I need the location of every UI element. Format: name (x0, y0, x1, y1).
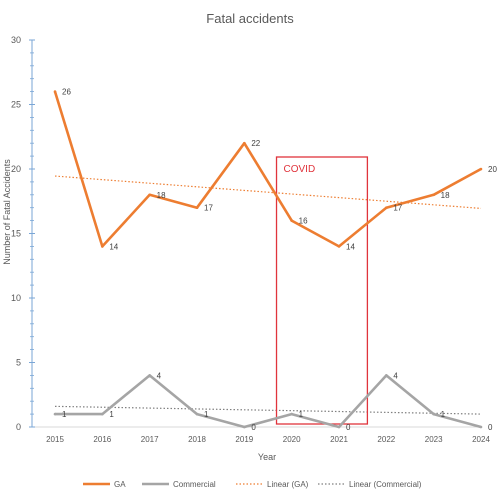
y-axis-label: Number of Fatal Accidents (2, 159, 12, 265)
data-label-commercial: 1 (109, 410, 114, 419)
data-label-ga: 18 (441, 191, 450, 200)
data-point-ga (148, 193, 151, 197)
y-tick-label: 0 (16, 422, 21, 432)
data-point-ga (101, 245, 104, 248)
data-label-commercial: 1 (62, 410, 67, 419)
data-label-ga: 26 (62, 88, 71, 97)
data-point-commercial (432, 412, 435, 416)
legend-label: Linear (GA) (267, 480, 309, 489)
data-label-commercial: 1 (299, 410, 304, 419)
data-point-ga (385, 206, 388, 209)
data-point-ga (195, 206, 199, 209)
data-label-ga: 14 (109, 242, 118, 251)
data-label-commercial: 4 (393, 371, 398, 380)
data-point-ga (290, 219, 293, 222)
x-tick-label: 2017 (141, 435, 159, 444)
data-label-commercial: 4 (157, 371, 162, 380)
data-label-ga: 18 (157, 191, 166, 200)
x-tick-label: 2021 (330, 435, 348, 444)
y-tick-label: 10 (11, 293, 21, 303)
data-label-commercial: 0 (251, 423, 256, 432)
series-line-ga (53, 91, 482, 248)
x-tick-label: 2016 (93, 435, 111, 444)
data-point-commercial (101, 412, 104, 416)
series-line-commercial (55, 374, 482, 429)
trendline-commercial (54, 405, 482, 415)
data-point-commercial (385, 374, 388, 377)
data-label-ga: 17 (393, 204, 402, 213)
data-label-commercial: 0 (488, 423, 493, 432)
data-point-commercial (290, 412, 293, 416)
data-point-ga (53, 90, 57, 93)
x-tick-label: 2018 (188, 435, 206, 444)
data-label-ga: 22 (251, 139, 260, 148)
data-label-ga: 20 (488, 165, 497, 174)
chart-title: Fatal accidents (206, 11, 294, 26)
data-point-commercial (479, 425, 483, 429)
x-tick-label: 2019 (235, 435, 253, 444)
legend-label: Commercial (173, 480, 216, 489)
data-point-commercial (195, 412, 199, 416)
y-tick-label: 30 (11, 35, 21, 45)
covid-annotation-label: COVID (284, 164, 316, 175)
data-label-ga: 14 (346, 242, 355, 251)
data-point-commercial (53, 412, 57, 416)
trendline-ga (54, 175, 482, 210)
data-label-ga: 16 (299, 217, 308, 226)
x-tick-label: 2023 (425, 435, 443, 444)
data-point-commercial (243, 425, 246, 429)
x-tick-label: 2024 (472, 435, 490, 444)
data-label-commercial: 1 (441, 410, 446, 419)
data-point-ga (243, 141, 246, 145)
data-point-commercial (337, 425, 341, 429)
legend-label: Linear (Commercial) (349, 480, 422, 489)
x-tick-label: 2022 (377, 435, 395, 444)
x-tick-label: 2015 (46, 435, 64, 444)
x-tick-label: 2020 (283, 435, 301, 444)
y-tick-label: 5 (16, 358, 21, 368)
data-label-ga: 17 (204, 204, 213, 213)
data-point-ga (479, 167, 483, 171)
data-point-ga (432, 193, 435, 197)
data-label-commercial: 0 (346, 423, 351, 432)
legend-label: GA (114, 480, 126, 489)
covid-annotation-box (275, 156, 369, 425)
data-label-commercial: 1 (204, 410, 209, 419)
data-point-commercial (148, 374, 151, 377)
legend: GA Commercial Linear (GA) Linear (Commercia… (83, 480, 422, 489)
y-tick-label: 15 (11, 229, 21, 239)
y-tick-label: 25 (11, 100, 21, 110)
data-point-ga (337, 245, 341, 248)
y-tick-label: 20 (11, 164, 21, 174)
x-axis-label: Year (258, 452, 276, 462)
